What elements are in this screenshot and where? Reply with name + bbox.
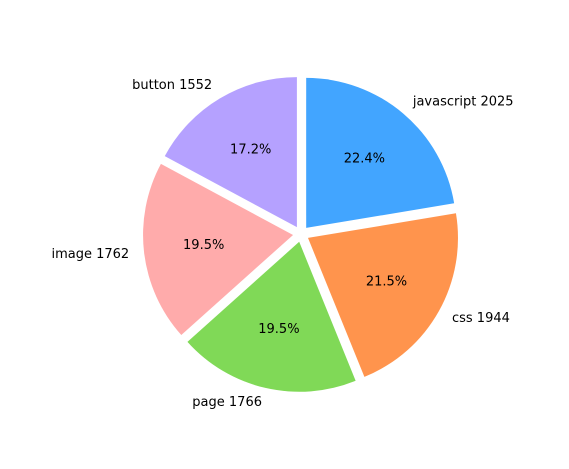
pie-slice-button: [164, 77, 297, 228]
pie-category-label: javascript 2025: [412, 95, 514, 110]
pie-slice-page: [187, 241, 356, 392]
pie-slice-javascript: [306, 77, 455, 228]
pie-percent-label: 19.5%: [258, 322, 299, 337]
pie-slice-css: [307, 213, 458, 377]
pie-category-label: css 1944: [452, 311, 510, 326]
pie-category-label: page 1766: [192, 395, 262, 410]
pie-percent-label: 19.5%: [183, 238, 224, 253]
pie-percent-label: 22.4%: [344, 152, 385, 167]
pie-slice-image: [143, 163, 294, 336]
pie-category-label: image 1762: [51, 247, 129, 262]
pie-percent-label: 17.2%: [230, 142, 271, 157]
pie-category-label: button 1552: [132, 78, 212, 93]
pie-percent-label: 21.5%: [366, 274, 407, 289]
